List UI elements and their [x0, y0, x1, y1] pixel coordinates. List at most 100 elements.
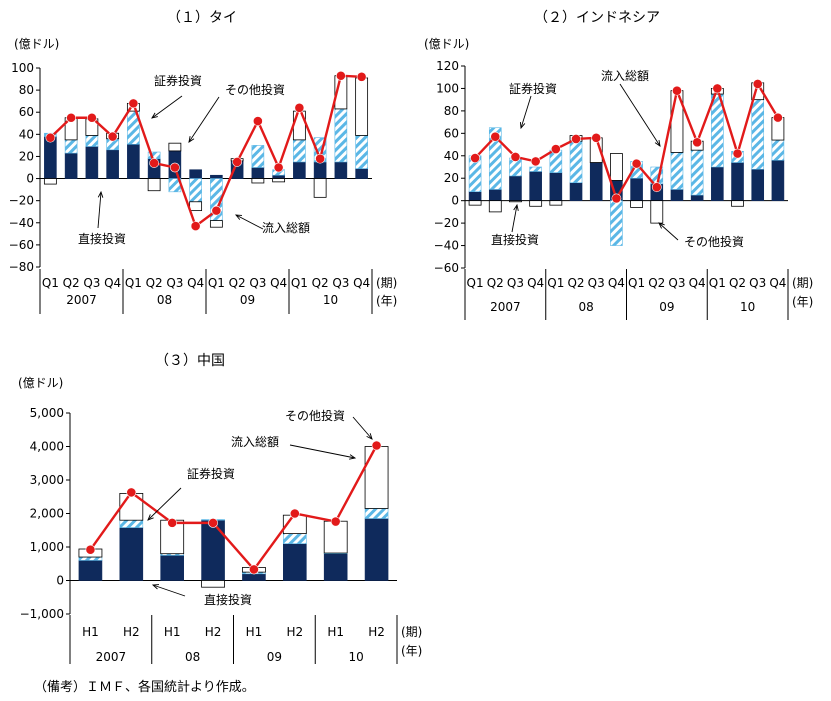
chart2-annotation-arrowhead — [658, 222, 665, 229]
chart2-bar-portfolio — [670, 152, 684, 190]
chart3-year-label: 09 — [267, 650, 282, 664]
chart2-bar-other — [509, 200, 522, 203]
chart2-bar-direct — [751, 168, 765, 201]
chart2-bar-portfolio — [488, 127, 502, 190]
chart1-annotation: その他投資 — [225, 82, 285, 97]
chart2-total-point — [651, 182, 662, 193]
chart3-y-tick-label: −1,000 — [20, 607, 64, 621]
chart1-bar-portfolio — [189, 178, 202, 203]
chart3-period-unit: (期) — [401, 625, 422, 639]
chart2-bar-direct — [690, 194, 704, 201]
chart1-total-point — [149, 158, 160, 168]
chart1-x-tick-label: Q3 — [332, 276, 349, 290]
chart2-x-tick-label: Q2 — [648, 276, 665, 290]
chart1-year-label: 08 — [157, 293, 172, 307]
chart3-total-point — [208, 517, 218, 528]
chart1-total-point — [211, 205, 222, 216]
chart3-y-tick-label: 1,000 — [30, 540, 64, 554]
chart2-x-tick-label: Q2 — [567, 276, 584, 290]
chart1-annotation: 流入総額 — [262, 221, 310, 235]
chart2-y-tick-label: 120 — [436, 59, 459, 73]
chart1-x-tick-label: Q2 — [229, 276, 246, 290]
chart2-bar-direct — [529, 171, 542, 201]
chart2-x-tick-label: Q4 — [527, 276, 544, 290]
chart2-bar-direct — [569, 182, 583, 201]
chart1-total-point — [335, 70, 346, 81]
chart1-x-tick-label: Q1 — [291, 276, 308, 290]
chart3-annotation-arrowhead — [349, 454, 357, 460]
chart2-bar-other — [549, 200, 563, 206]
chart3-y-tick-label: 2,000 — [30, 507, 64, 521]
chart2-bar-direct — [549, 172, 563, 201]
chart1-title: （１）タイ — [167, 10, 237, 26]
chart2-bar-direct — [711, 166, 724, 201]
chart1-bar-direct — [334, 161, 348, 179]
chart3-bar-portfolio — [283, 533, 307, 544]
chart1-annotation-leader — [97, 191, 102, 229]
chart1-total-point — [252, 116, 263, 126]
chart1-bar-other — [43, 178, 57, 185]
chart2-bar-direct — [589, 162, 603, 201]
chart2-year-label: 10 — [740, 300, 755, 314]
chart3-x-tick-label: H1 — [82, 625, 99, 639]
chart3-x-tick-label: H2 — [286, 625, 303, 639]
chart1-total-point — [66, 112, 77, 123]
chart3-x-tick-label: H2 — [123, 625, 140, 639]
chart1-annotation-arrowhead — [234, 214, 243, 220]
chart2-y-tick-label: −60 — [434, 261, 459, 275]
chart1-total-point — [294, 102, 305, 113]
chart2-x-tick-label: Q1 — [547, 276, 564, 290]
chart1-bar-portfolio — [85, 135, 99, 147]
chart2-bar-portfolio — [690, 149, 704, 196]
chart2-total-point — [550, 144, 561, 154]
chart3-x-tick-label: H2 — [205, 625, 222, 639]
chart3-x-tick-label: H2 — [368, 625, 385, 639]
chart1-x-tick-label: Q3 — [166, 276, 183, 290]
chart3-title: （３）中国 — [155, 353, 225, 369]
chart3-bar-direct — [119, 527, 144, 581]
chart1-period-unit: (期) — [376, 276, 397, 290]
chart2-total-point — [591, 132, 602, 143]
chart2-y-tick-label: 60 — [444, 126, 459, 140]
chart2-x-tick-label: Q2 — [729, 276, 746, 290]
chart2-x-tick-label: Q1 — [709, 276, 726, 290]
chart3-x-tick-label: H1 — [164, 625, 181, 639]
chart1-annotation-leader — [188, 96, 220, 143]
chart3-annotation-leader — [147, 487, 182, 521]
chart3-annotation-arrowhead — [151, 584, 160, 590]
chart3-y-tick-label: 4,000 — [30, 440, 64, 454]
chart3-total-line — [89, 444, 378, 572]
chart3-annotation: 流入総額 — [231, 435, 279, 449]
chart2-total-point — [611, 193, 622, 204]
chart2-bar-direct — [488, 189, 502, 201]
chart2-annotation: 直接投資 — [491, 232, 539, 247]
chart2-total-point — [672, 85, 682, 96]
chart1-y-tick-label: −20 — [9, 194, 34, 208]
chart1-x-tick-label: Q4 — [353, 276, 370, 290]
chart3-bar-direct — [283, 543, 307, 581]
chart2-bar-direct — [731, 162, 744, 201]
chart1-total-point — [232, 157, 243, 167]
chart1-bar-other — [313, 178, 327, 198]
chart1-y-tick-label: 20 — [19, 149, 34, 163]
chart2-bar-direct — [771, 159, 785, 201]
chart2-annotation-arrowhead — [513, 203, 519, 211]
chart1-bar-portfolio — [251, 145, 265, 168]
chart3-y-tick-label: 0 — [56, 574, 64, 588]
chart3-annotation: その他投資 — [285, 408, 345, 423]
chart3-total-point — [289, 508, 300, 519]
chart1-x-tick-label: Q4 — [187, 276, 204, 290]
chart1-x-tick-label: Q2 — [146, 276, 163, 290]
chart1-bar-portfolio — [64, 139, 78, 154]
chart2-bar-other — [610, 153, 623, 181]
chart1-bar-direct — [251, 167, 265, 179]
chart3-annotation: 証券投資 — [187, 466, 235, 481]
chart1-bar-other — [168, 142, 182, 152]
chart1-bar-other — [189, 201, 203, 212]
chart1-annotation-leader — [235, 214, 264, 230]
chart1-annotation-leader — [151, 95, 183, 119]
chart3-y-tick-label: 3,000 — [30, 473, 64, 487]
chart1-y-tick-label: −40 — [9, 216, 34, 230]
chart1-bar-direct — [189, 169, 202, 179]
chart1-y-tick-label: 80 — [19, 83, 34, 97]
